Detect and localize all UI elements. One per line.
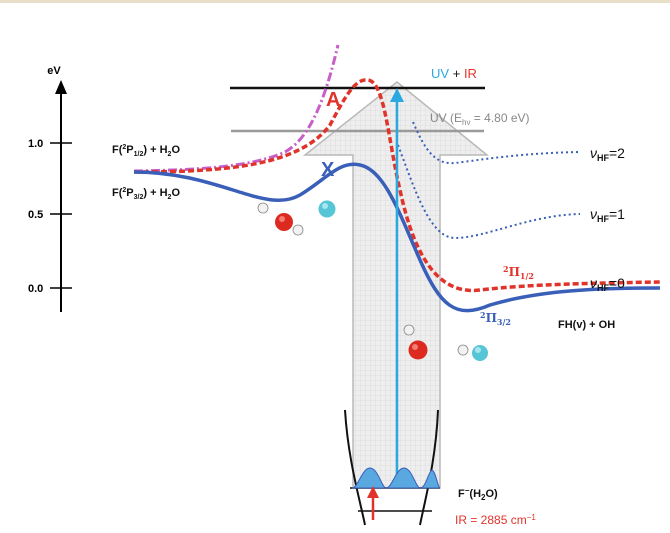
state-x-label: X xyxy=(321,159,335,181)
ir-energy-label: IR = 2885 cm−1 xyxy=(455,513,536,527)
f-atom-icon xyxy=(318,200,336,218)
vhf2-curve xyxy=(412,121,581,165)
ir-arrow-head-icon xyxy=(367,486,379,498)
tick-label-0.0: 0.0 xyxy=(28,283,43,295)
pi-half-label: 2Π1/2 xyxy=(503,264,534,281)
uv-ir-label: UV + IR xyxy=(431,66,477,81)
vhf2-label: νHF=2 xyxy=(590,145,625,163)
vhf0-label: νHF=0 xyxy=(590,275,625,293)
oh-molecule-icon xyxy=(403,324,428,360)
uv-energy-label: UV (Ehν = 4.80 eV) xyxy=(430,111,530,127)
reactant-lower-label: F(2P3/2) + H2O xyxy=(112,187,180,201)
anion-wavefunction xyxy=(351,467,441,489)
tick-label-0.5: 0.5 xyxy=(28,209,43,221)
top-rule xyxy=(0,0,670,3)
h2o-molecule-icon xyxy=(257,202,304,236)
reactant-upper-label: F(2P1/2) + H2O xyxy=(112,144,180,158)
hf-molecule-icon xyxy=(457,344,488,361)
state-a-label: A xyxy=(326,89,340,111)
f2p12-potential-curve xyxy=(133,44,340,173)
axis-arrow-icon xyxy=(55,80,67,94)
anion-label: F−(H2O) xyxy=(458,486,498,502)
uv-arrow-head-icon xyxy=(390,88,404,102)
vhf1-label: νHF=1 xyxy=(590,206,625,224)
products-label: FH(v) + OH xyxy=(558,319,615,331)
a-state-curve xyxy=(133,78,661,293)
axis-unit: eV xyxy=(47,65,61,77)
energy-axis xyxy=(50,80,72,312)
tick-label-1.0: 1.0 xyxy=(28,138,43,150)
vhf1-curve xyxy=(397,144,581,240)
pi-three-half-label: 2Π3/2 xyxy=(480,310,511,327)
